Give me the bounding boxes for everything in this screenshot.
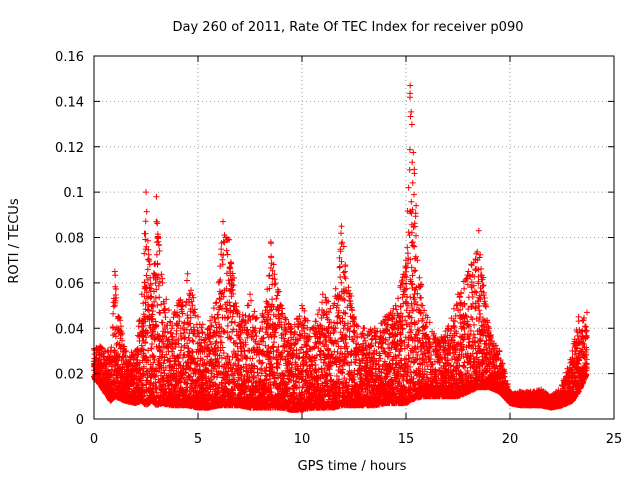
roti-points xyxy=(90,82,590,413)
y-tick-label: 0 xyxy=(76,413,84,428)
axis-ticks: 0 5 10 15 20 25 0 0.02 0.04 0.06 0.08 0.1 0.12 0.14 0.… xyxy=(55,50,622,447)
x-axis-label: GPS time / hours xyxy=(298,459,407,474)
y-tick-label: 0.12 xyxy=(55,141,84,156)
y-tick-label: 0.06 xyxy=(55,277,84,292)
x-tick-label: 5 xyxy=(194,432,202,447)
y-tick-label: 0.08 xyxy=(55,232,84,247)
y-tick-label: 0.02 xyxy=(55,368,84,383)
y-tick-label: 0.16 xyxy=(55,50,84,65)
y-tick-label: 0.14 xyxy=(55,95,84,110)
data-points xyxy=(90,82,590,413)
chart-title: Day 260 of 2011, Rate Of TEC Index for r… xyxy=(173,20,524,35)
x-tick-label: 15 xyxy=(398,432,415,447)
y-tick-label: 0.1 xyxy=(63,186,84,201)
x-tick-label: 25 xyxy=(606,432,623,447)
y-tick-label: 0.04 xyxy=(55,322,84,337)
x-tick-label: 20 xyxy=(502,432,519,447)
x-tick-label: 0 xyxy=(90,432,98,447)
y-axis-label: ROTI / TECUs xyxy=(7,198,22,283)
x-tick-label: 10 xyxy=(294,432,311,447)
